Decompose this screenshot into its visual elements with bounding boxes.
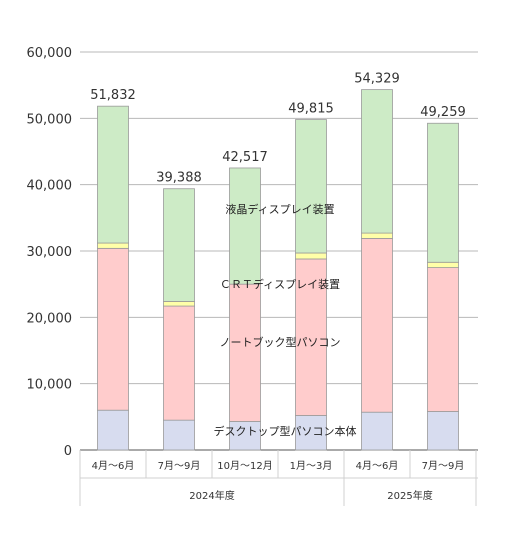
- bar-segment-2: [97, 247, 129, 411]
- bar-segment-4: [97, 105, 129, 244]
- category-label: 7月～9月: [158, 460, 201, 472]
- category-label: 4月～6月: [92, 460, 135, 472]
- y-tick-label: 50,000: [27, 112, 73, 127]
- bar-segment-1: [427, 411, 459, 451]
- bar-total-label: 42,517: [222, 150, 268, 165]
- y-tick-label: 40,000: [27, 179, 73, 194]
- bar-segment-1: [361, 411, 393, 451]
- bar-segment-2: [163, 305, 195, 421]
- group-label: 2025年度: [387, 489, 432, 502]
- bar-segment-3: [427, 261, 459, 268]
- series-label: 液晶ディスプレイ装置: [225, 202, 334, 216]
- bar-segment-4: [361, 89, 393, 234]
- y-tick-label: 0: [64, 444, 72, 459]
- series-label: ＣＲＴディスプレイ装置: [220, 277, 340, 291]
- category-label: 4月～6月: [356, 460, 399, 472]
- bar-segment-3: [361, 232, 393, 239]
- bar-segment-3: [163, 301, 195, 307]
- bar-segment-2: [427, 267, 459, 412]
- y-tick-label: 60,000: [27, 46, 73, 61]
- bar-total-label: 54,329: [354, 72, 400, 87]
- bar-segment-3: [97, 242, 129, 249]
- bar-segment-2: [295, 258, 327, 416]
- bar-segment-2: [229, 283, 261, 422]
- y-tick-label: 20,000: [27, 311, 73, 326]
- series-label: ノートブック型パソコン: [220, 335, 341, 349]
- bar-segment-3: [295, 252, 327, 260]
- group-label: 2024年度: [189, 489, 234, 502]
- bar-segment-1: [163, 419, 195, 451]
- bar-segment-4: [229, 167, 261, 285]
- y-tick-label: 30,000: [27, 245, 73, 260]
- bar-total-label: 49,259: [420, 105, 466, 120]
- bar-segment-4: [427, 122, 459, 263]
- y-tick-label: 10,000: [27, 378, 73, 393]
- bar-segment-4: [295, 119, 327, 254]
- bar-segment-1: [229, 421, 261, 451]
- bar-segment-2: [361, 237, 393, 413]
- bar-total-label: 39,388: [156, 171, 202, 186]
- category-label: 7月～9月: [422, 460, 465, 472]
- bar-segment-1: [97, 409, 129, 451]
- category-label: 10月～12月: [217, 460, 272, 472]
- bar-segment-4: [163, 188, 195, 302]
- bar-total-label: 51,832: [90, 88, 136, 103]
- bar-total-label: 49,815: [288, 102, 334, 117]
- category-label: 1月～3月: [290, 460, 333, 472]
- series-label: デスクトップ型パソコン本体: [214, 424, 357, 438]
